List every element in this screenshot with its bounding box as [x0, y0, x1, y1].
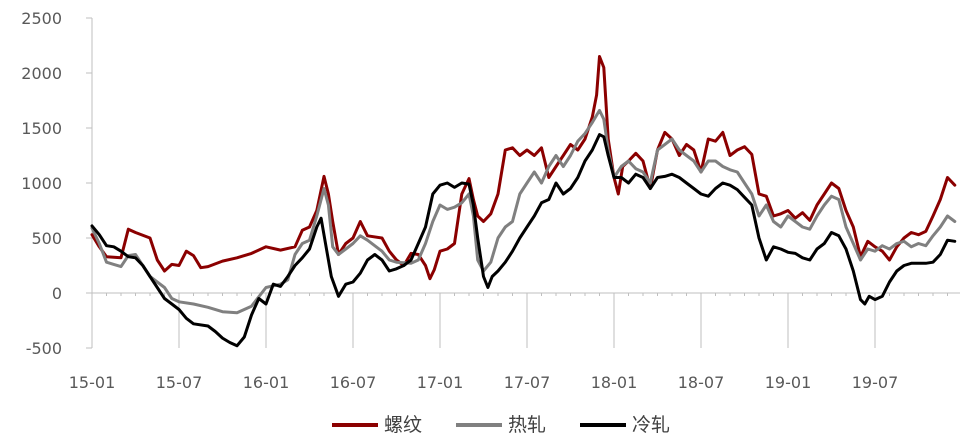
series-line-1: [90, 55, 957, 281]
y-tick-label: -500: [26, 339, 62, 358]
x-axis: 15-01 15-07 16-01 16-07 17-01 17-07 18-01 18-07…: [69, 292, 960, 392]
x-tick-label: 18-01: [591, 373, 638, 392]
x-tick-label: 16-07: [330, 373, 377, 392]
series-line-2: [90, 108, 957, 315]
y-tick-label: 500: [31, 229, 62, 248]
legend-label-2: 热轧: [508, 414, 546, 436]
x-tick-label: 15-07: [156, 373, 203, 392]
legend: 螺纹 热轧 冷轧: [332, 414, 670, 436]
x-tick-label: 17-01: [417, 373, 464, 392]
x-tick-label: 18-07: [678, 373, 725, 392]
y-tick-label: 1000: [21, 174, 62, 193]
x-tick-label: 19-01: [765, 373, 812, 392]
y-tick-label: 2500: [21, 9, 62, 28]
y-tick-label: 2000: [21, 64, 62, 83]
y-tick-label: 1500: [21, 119, 62, 138]
legend-label-1: 螺纹: [384, 414, 422, 436]
legend-label-3: 冷轧: [632, 414, 670, 436]
y-tick-label: 0: [52, 284, 62, 303]
series-line-3: [90, 133, 957, 348]
x-tick-label: 19-07: [852, 373, 899, 392]
y-axis: -500 0 500 1000 1500 2000 2500: [21, 9, 93, 358]
x-tick-label: 15-01: [69, 373, 116, 392]
series-layer: [90, 55, 957, 348]
x-tick-label: 16-01: [243, 373, 290, 392]
x-tick-label: 17-07: [504, 373, 551, 392]
